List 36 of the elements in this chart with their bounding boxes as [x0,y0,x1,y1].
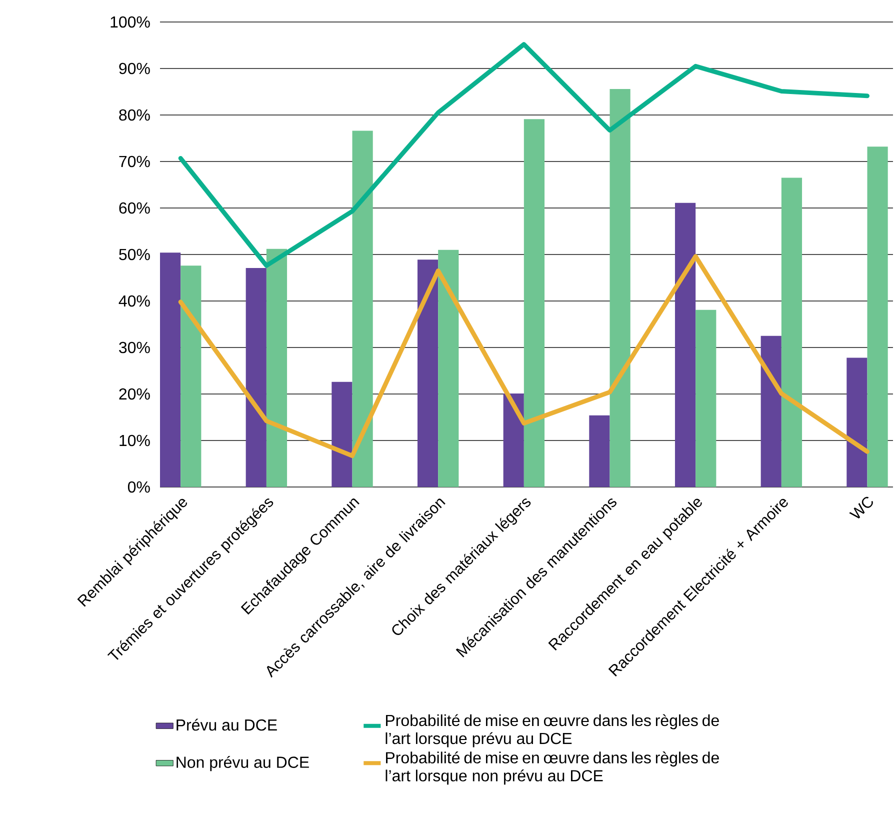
y-tick-label: 50% [119,248,150,260]
y-tick-label: 40% [118,295,150,307]
bar [760,336,782,487]
bar [589,415,610,487]
y-tick-label: 90% [119,62,150,74]
bar [160,252,181,487]
y-tick-label: 70% [119,156,150,168]
bar [696,310,716,487]
y-tick-label: 10% [120,434,150,446]
legend-label: Prévu au DCE [176,718,277,731]
bar [352,130,373,487]
bar [781,178,802,487]
y-tick-label: 60% [119,202,150,214]
bar [332,382,352,487]
bar [266,248,288,487]
x-tick-label: WC [849,496,873,518]
legend-label: Probabilité de mise en œuvre dans les règles de l’art lorsque non prévu au DCE [386,751,719,785]
bar [246,268,266,487]
bar [180,266,202,487]
bar [417,260,438,487]
y-tick-label: 100% [110,16,150,28]
line-series [178,254,870,458]
bar [867,146,888,487]
y-tick-label: 20% [119,388,150,400]
bar [674,202,696,487]
bar [846,358,868,487]
bar [524,119,545,487]
bar [610,88,630,487]
y-tick-label: 0% [128,481,150,493]
legend-label: Non prévu au DCE [176,756,309,772]
legend-label: Probabilité de mise en œuvre dans les règles de l’art lorsque prévu au DCE [386,714,719,748]
y-tick-label: 30% [119,342,150,354]
line-series [178,42,870,268]
bar [438,250,459,487]
bar [503,394,524,487]
y-tick-label: 80% [119,109,150,121]
